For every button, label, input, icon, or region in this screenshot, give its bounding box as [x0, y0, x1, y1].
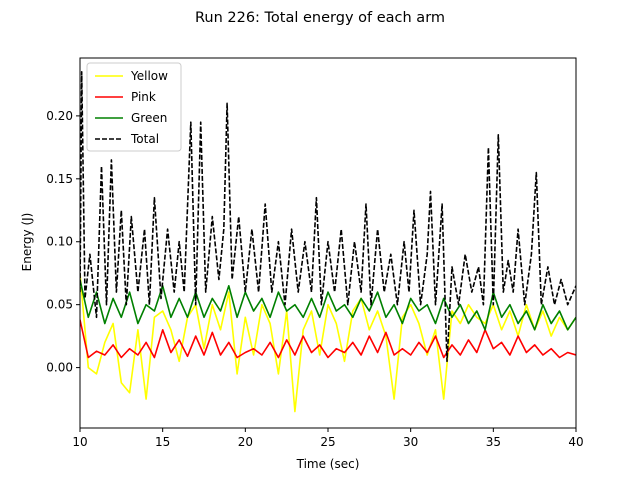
x-axis-label: Time (sec) [296, 457, 360, 471]
x-axis: 10 15 20 25 30 35 40 [72, 428, 584, 449]
y-tick-label: 0.15 [46, 172, 73, 186]
x-tick-label: 30 [403, 435, 418, 449]
x-tick-label: 15 [155, 435, 170, 449]
y-tick-label: 0.00 [46, 361, 73, 375]
x-tick-label: 10 [72, 435, 87, 449]
chart-title: Run 226: Total energy of each arm [195, 10, 445, 26]
y-tick-label: 0.20 [46, 109, 73, 123]
legend-frame [86, 62, 182, 152]
legend: Yellow Pink Green Total [86, 62, 182, 152]
x-tick-label: 20 [238, 435, 253, 449]
x-tick-label: 35 [486, 435, 501, 449]
legend-label-yellow: Yellow [130, 69, 168, 83]
x-tick-label: 25 [320, 435, 335, 449]
y-tick-label: 0.10 [46, 235, 73, 249]
y-axis-label: Energy (J) [20, 213, 34, 272]
y-axis: 0.00 0.05 0.10 0.15 0.20 [46, 109, 80, 375]
legend-label-total: Total [130, 132, 159, 146]
legend-label-green: Green [131, 111, 167, 125]
series-line-pink [80, 319, 576, 359]
legend-label-pink: Pink [131, 90, 156, 104]
series-line-total [80, 71, 576, 363]
y-tick-label: 0.05 [46, 298, 73, 312]
x-tick-label: 40 [568, 435, 583, 449]
